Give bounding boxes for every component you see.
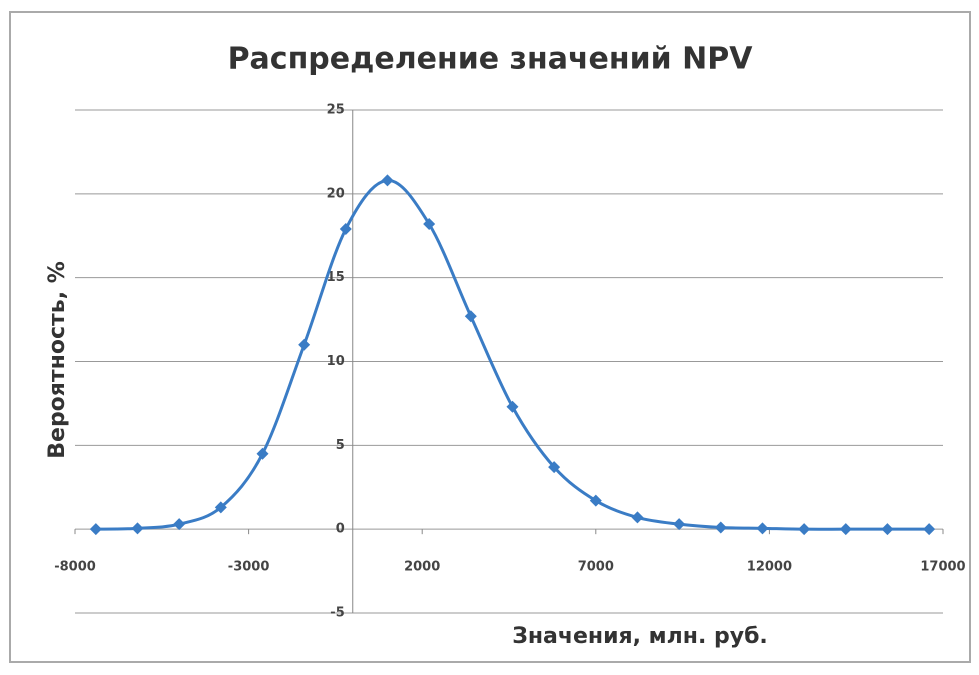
- marker: [131, 522, 144, 535]
- y-tick-label: 5: [336, 438, 345, 453]
- marker: [173, 518, 186, 531]
- marker: [506, 400, 519, 413]
- y-tick-label: 25: [327, 103, 345, 118]
- marker: [673, 518, 686, 531]
- marker: [923, 523, 936, 536]
- marker: [339, 223, 352, 236]
- chart-frame: [9, 11, 971, 663]
- marker: [464, 310, 477, 323]
- x-tick-label: -8000: [54, 560, 96, 575]
- chart-title: Распределение значений NPV: [228, 42, 754, 77]
- series-line: [95, 178, 930, 531]
- marker: [298, 338, 311, 351]
- marker: [423, 218, 436, 231]
- marker: [881, 523, 894, 536]
- x-axis-label: Значения, млн. руб.: [512, 624, 768, 649]
- y-tick-label: 15: [327, 270, 345, 285]
- x-tick-label: 7000: [578, 560, 614, 575]
- x-tick-label: 12000: [747, 560, 792, 575]
- marker: [798, 523, 811, 536]
- marker: [89, 523, 102, 536]
- y-tick-label: 10: [327, 354, 345, 369]
- x-tick-label: 17000: [920, 560, 965, 575]
- marker: [839, 523, 852, 536]
- marker: [714, 521, 727, 534]
- x-tick-label: -3000: [228, 560, 270, 575]
- y-tick-label: 0: [336, 522, 345, 537]
- marker: [256, 447, 269, 460]
- x-tick-label: 2000: [404, 560, 440, 575]
- marker: [214, 501, 227, 514]
- marker: [381, 174, 394, 187]
- y-tick-label: -5: [330, 606, 344, 621]
- marker: [631, 511, 644, 524]
- marker: [548, 461, 561, 474]
- marker: [756, 522, 769, 535]
- marker: [589, 494, 602, 507]
- y-axis-label: Вероятность, %: [45, 261, 70, 459]
- y-tick-label: 20: [327, 186, 345, 201]
